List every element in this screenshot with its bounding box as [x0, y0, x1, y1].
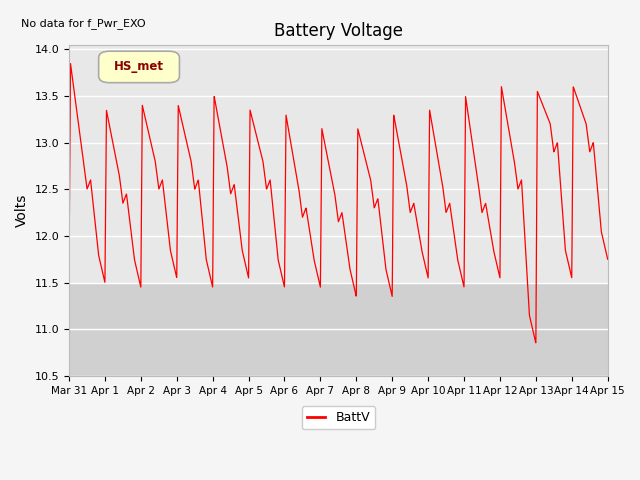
FancyBboxPatch shape: [99, 51, 179, 83]
Y-axis label: Volts: Volts: [15, 193, 29, 227]
Title: Battery Voltage: Battery Voltage: [274, 22, 403, 40]
Text: HS_met: HS_met: [114, 60, 164, 73]
Bar: [69, 283, 608, 376]
Legend: BattV: BattV: [301, 406, 375, 429]
Text: No data for f_Pwr_EXO: No data for f_Pwr_EXO: [20, 18, 145, 29]
